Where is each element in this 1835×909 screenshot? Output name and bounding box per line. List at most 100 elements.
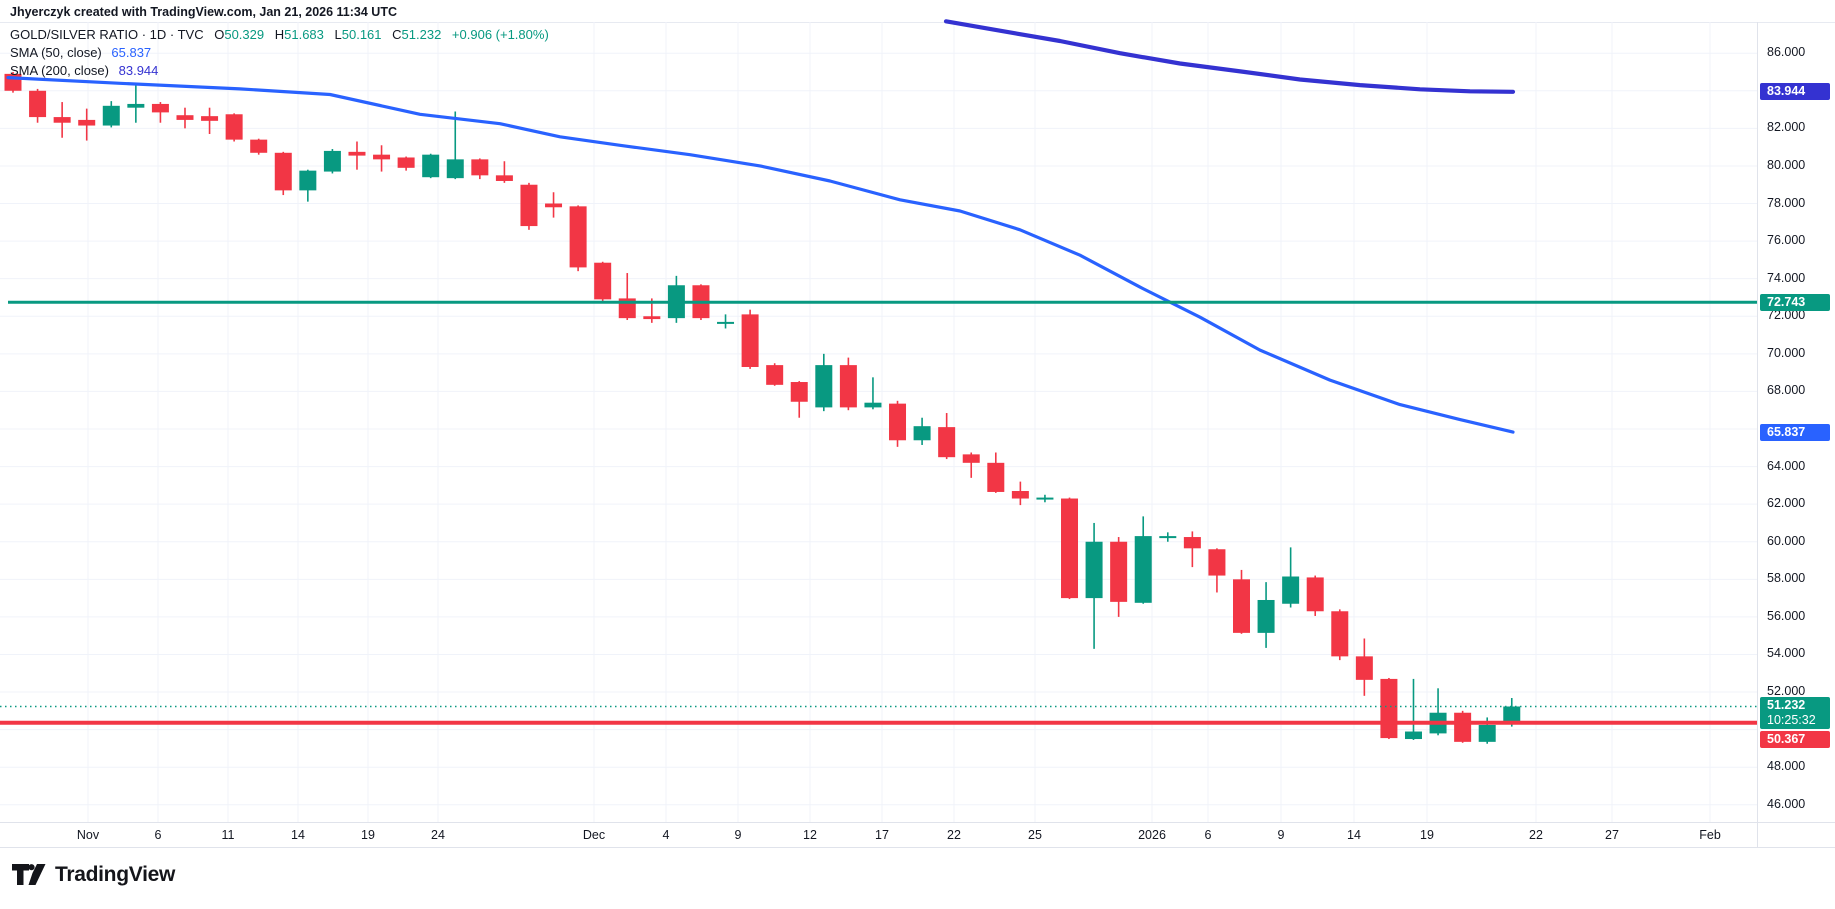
low-label: L	[334, 27, 342, 42]
time-tick-label: 12	[803, 828, 817, 842]
candle-down	[962, 454, 980, 463]
price-tick-label: 62.000	[1767, 496, 1806, 511]
tradingview-logo[interactable]: TradingView	[12, 863, 175, 887]
candle-up	[1036, 497, 1054, 500]
close-label: C	[392, 27, 402, 42]
price-tick-label: 70.000	[1767, 345, 1806, 360]
candle-down	[1011, 491, 1029, 499]
change-value: +0.906 (+1.80%)	[451, 27, 549, 42]
candle-down	[250, 139, 268, 153]
candle-up	[1478, 724, 1496, 742]
time-tick-label: 22	[947, 828, 961, 842]
open-label: O	[214, 27, 225, 42]
candle-up	[1282, 576, 1300, 604]
candle-up	[446, 159, 464, 179]
price-badge: 50.367	[1760, 731, 1830, 749]
candle-down	[1355, 656, 1373, 680]
candle-up	[422, 154, 440, 178]
time-tick-label: 11	[221, 828, 235, 842]
candle-down	[274, 152, 292, 191]
candle-down	[594, 262, 612, 300]
sma50-value: 65.837	[111, 45, 152, 60]
time-tick-label: 2026	[1138, 828, 1166, 842]
time-tick-label: 14	[1347, 828, 1361, 842]
candle-down	[373, 154, 391, 160]
candle-down	[53, 117, 71, 123]
candle-down	[790, 382, 808, 402]
candle-up	[815, 365, 833, 408]
time-tick-label: 27	[1605, 828, 1619, 842]
candle-up	[1404, 731, 1422, 740]
candle-down	[1208, 549, 1226, 576]
time-axis-top-border	[0, 822, 1835, 823]
price-tick-label: 46.000	[1767, 796, 1806, 811]
price-tick-label: 82.000	[1767, 120, 1806, 135]
price-tick-label: 48.000	[1767, 759, 1806, 774]
chart-legend[interactable]: GOLD/SILVER RATIO · 1D · TVC O50.329 H51…	[10, 27, 549, 81]
candle-down	[348, 151, 366, 156]
time-tick-label: 19	[361, 828, 375, 842]
time-tick-label: 25	[1028, 828, 1042, 842]
symbol-title: GOLD/SILVER RATIO · 1D · TVC	[10, 27, 204, 42]
candle-up	[1134, 536, 1152, 603]
price-badge: 65.837	[1760, 423, 1830, 441]
price-tick-label: 60.000	[1767, 533, 1806, 548]
time-tick-label: 9	[1277, 828, 1285, 842]
candle-down	[201, 116, 219, 121]
sma200-row[interactable]: SMA (200, close) 83.944	[10, 63, 549, 78]
high-label: H	[274, 27, 285, 42]
candle-up	[299, 170, 317, 191]
price-tick-label: 64.000	[1767, 458, 1806, 473]
candle-up	[1085, 541, 1103, 599]
candle-down	[397, 157, 415, 168]
candle-up	[864, 402, 882, 408]
candle-up	[1257, 599, 1275, 633]
candle-up	[913, 426, 931, 441]
time-tick-label: 6	[1204, 828, 1212, 842]
candle-up	[127, 103, 145, 108]
time-tick-label: 9	[734, 828, 742, 842]
time-tick-label: Dec	[582, 828, 606, 842]
candle-down	[1233, 579, 1250, 633]
price-tick-label: 58.000	[1767, 571, 1806, 586]
price-badge: 72.743	[1760, 293, 1830, 311]
candle-down	[176, 115, 194, 120]
candle-up	[102, 105, 120, 126]
price-tick-label: 52.000	[1767, 684, 1806, 699]
candle-down	[889, 403, 907, 441]
price-axis[interactable]: 86.000 82.000 80.000 78.000 76.000 74.000 72.0…	[1757, 22, 1835, 847]
price-tick-label: 86.000	[1767, 45, 1806, 60]
sma50-row[interactable]: SMA (50, close) 65.837	[10, 45, 549, 60]
sma200-line	[943, 19, 1516, 94]
time-axis[interactable]: Nov 6 11 14 19 24 Dec 4 9 12 17 22 25 2026 6 9 14 19 22 27 F…	[0, 823, 1757, 847]
candle-down	[151, 103, 169, 113]
candle-down	[471, 159, 489, 176]
sma200-value: 83.944	[118, 63, 159, 78]
price-tick-label: 56.000	[1767, 608, 1806, 623]
time-axis-bottom-border	[0, 847, 1835, 848]
price-tick-label: 72.000	[1767, 308, 1806, 323]
candle-up	[1503, 706, 1521, 724]
candle-down	[1306, 577, 1324, 612]
low-value: 50.161	[341, 27, 382, 42]
price-tick-label: 54.000	[1767, 646, 1806, 661]
time-tick-label: Feb	[1699, 828, 1721, 842]
price-tick-label: 68.000	[1767, 383, 1806, 398]
tradingview-logo-icon	[12, 864, 46, 885]
price-badge: 83.944	[1760, 83, 1830, 101]
candle-down	[1331, 611, 1349, 657]
time-tick-label: 17	[875, 828, 889, 842]
time-tick-label: 24	[431, 828, 445, 842]
candle-down	[78, 119, 96, 126]
time-tick-label: 22	[1529, 828, 1543, 842]
time-tick-label: 4	[662, 828, 670, 842]
sma50-label: SMA (50, close)	[10, 45, 102, 60]
attribution-text: Jhyerczyk created with TradingView.com, …	[10, 5, 397, 19]
candle-down	[1061, 498, 1079, 599]
sma50-line	[6, 76, 1515, 434]
header-divider	[0, 22, 1835, 23]
time-tick-label: 19	[1420, 828, 1434, 842]
time-tick-label: 6	[154, 828, 162, 842]
